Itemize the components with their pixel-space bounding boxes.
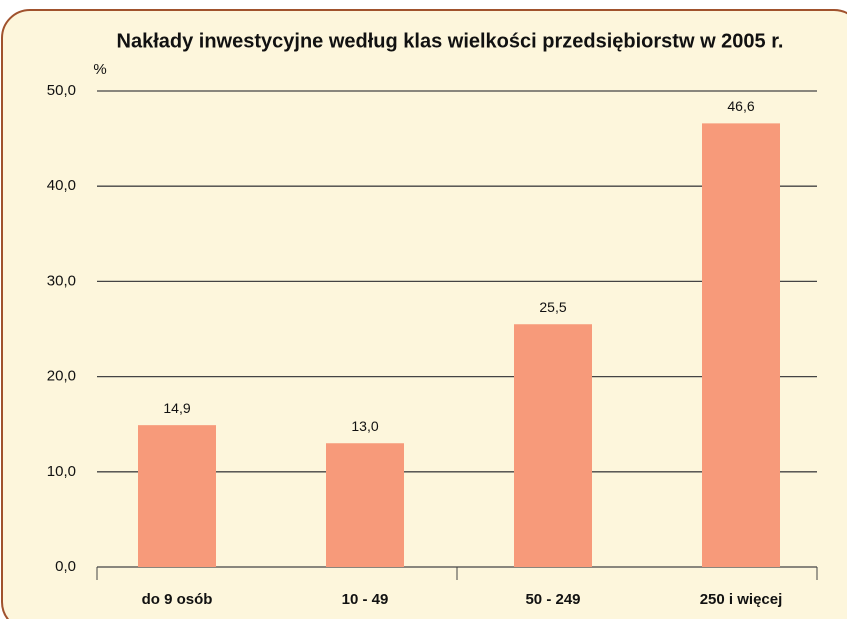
x-tick-label: do 9 osób	[142, 591, 213, 608]
bar	[514, 324, 592, 567]
value-label: 14,9	[163, 400, 190, 416]
bar	[138, 425, 216, 567]
bar	[702, 123, 780, 568]
x-tick-label: 50 - 249	[525, 591, 580, 608]
y-tick-label: 30,0	[47, 272, 76, 289]
x-tick-label: 250 i więcej	[700, 591, 783, 608]
y-tick-label: 50,0	[47, 82, 76, 99]
y-axis-label: %	[93, 61, 106, 78]
value-label: 25,5	[539, 299, 566, 315]
x-tick-label: 10 - 49	[342, 591, 389, 608]
value-label: 13,0	[351, 418, 378, 434]
y-tick-label: 0,0	[55, 558, 76, 575]
bar	[326, 443, 404, 567]
y-tick-label: 10,0	[47, 463, 76, 480]
value-label: 46,6	[727, 98, 754, 114]
y-tick-label: 20,0	[47, 368, 76, 385]
chart-title: Nakłady inwestycyjne według klas wielkoś…	[117, 30, 784, 52]
y-tick-label: 40,0	[47, 177, 76, 194]
